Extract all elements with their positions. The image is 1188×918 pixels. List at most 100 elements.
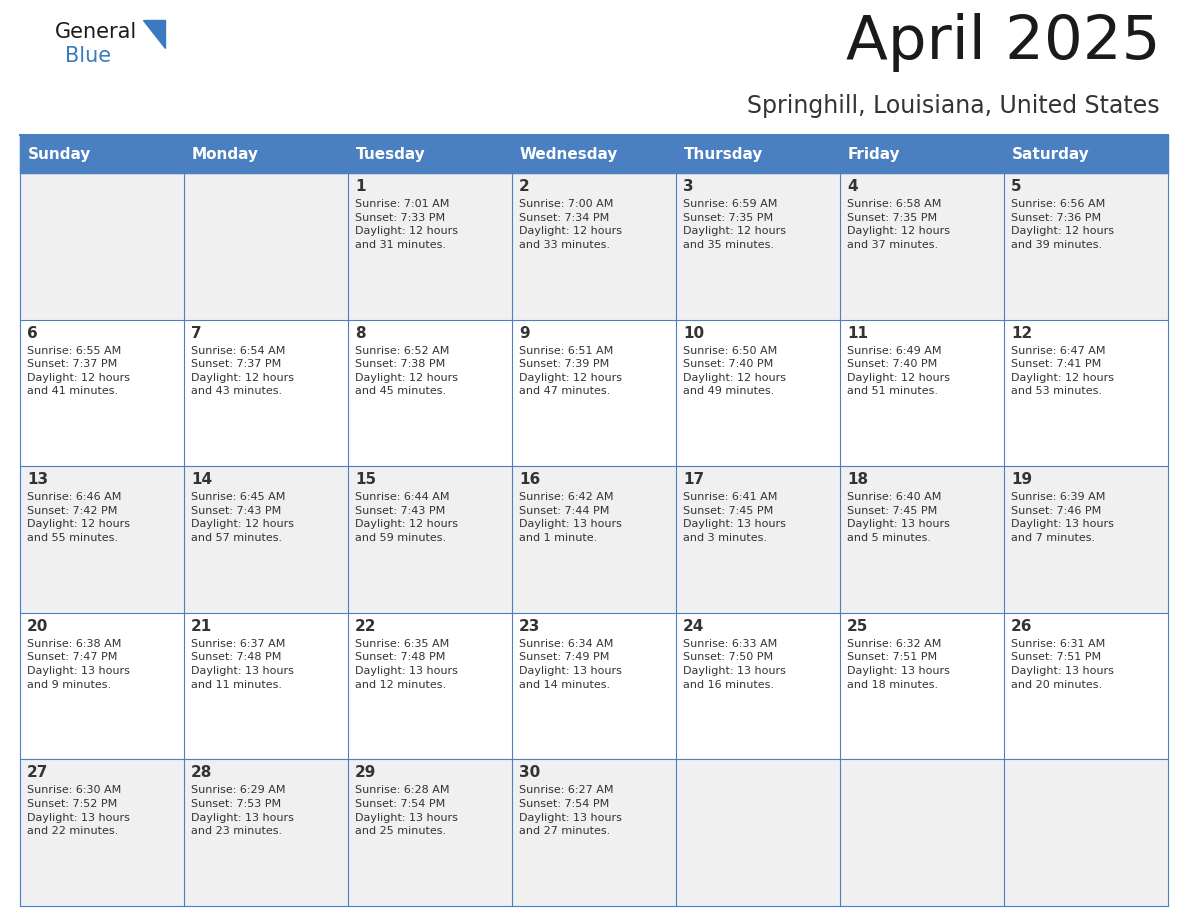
Bar <box>20 613 184 759</box>
Text: Sunrise: 6:56 AM
Sunset: 7:36 PM
Daylight: 12 hours
and 39 minutes.: Sunrise: 6:56 AM Sunset: 7:36 PM Dayligh… <box>1011 199 1114 250</box>
Text: April 2025: April 2025 <box>846 13 1159 72</box>
Text: Sunday: Sunday <box>29 147 91 162</box>
Text: Sunrise: 6:31 AM
Sunset: 7:51 PM
Daylight: 13 hours
and 20 minutes.: Sunrise: 6:31 AM Sunset: 7:51 PM Dayligh… <box>1011 639 1114 689</box>
Text: Sunrise: 6:30 AM
Sunset: 7:52 PM
Daylight: 13 hours
and 22 minutes.: Sunrise: 6:30 AM Sunset: 7:52 PM Dayligh… <box>27 786 129 836</box>
Text: Sunrise: 7:00 AM
Sunset: 7:34 PM
Daylight: 12 hours
and 33 minutes.: Sunrise: 7:00 AM Sunset: 7:34 PM Dayligh… <box>519 199 623 250</box>
Text: 21: 21 <box>191 619 213 633</box>
Polygon shape <box>143 20 165 48</box>
Bar <box>348 135 512 173</box>
Text: Sunrise: 6:35 AM
Sunset: 7:48 PM
Daylight: 13 hours
and 12 minutes.: Sunrise: 6:35 AM Sunset: 7:48 PM Dayligh… <box>355 639 457 689</box>
Text: 23: 23 <box>519 619 541 633</box>
Text: Tuesday: Tuesday <box>356 147 425 162</box>
Bar <box>348 759 512 906</box>
Text: 16: 16 <box>519 472 541 487</box>
Text: 17: 17 <box>683 472 704 487</box>
Text: 11: 11 <box>847 326 868 341</box>
Text: 26: 26 <box>1011 619 1032 633</box>
Bar <box>840 759 1004 906</box>
Text: 18: 18 <box>847 472 868 487</box>
Text: Sunrise: 6:54 AM
Sunset: 7:37 PM
Daylight: 12 hours
and 43 minutes.: Sunrise: 6:54 AM Sunset: 7:37 PM Dayligh… <box>191 345 293 397</box>
Bar <box>676 613 840 759</box>
Bar <box>1004 466 1168 613</box>
Bar <box>348 613 512 759</box>
Bar <box>512 173 676 319</box>
Text: 2: 2 <box>519 179 530 194</box>
Text: 14: 14 <box>191 472 213 487</box>
Text: 28: 28 <box>191 766 213 780</box>
Text: Sunrise: 7:01 AM
Sunset: 7:33 PM
Daylight: 12 hours
and 31 minutes.: Sunrise: 7:01 AM Sunset: 7:33 PM Dayligh… <box>355 199 459 250</box>
Bar <box>512 135 676 173</box>
Bar <box>184 759 348 906</box>
Text: 5: 5 <box>1011 179 1022 194</box>
Text: 20: 20 <box>27 619 49 633</box>
Text: Saturday: Saturday <box>1012 147 1089 162</box>
Bar <box>20 319 184 466</box>
Text: Sunrise: 6:28 AM
Sunset: 7:54 PM
Daylight: 13 hours
and 25 minutes.: Sunrise: 6:28 AM Sunset: 7:54 PM Dayligh… <box>355 786 457 836</box>
Bar <box>512 613 676 759</box>
Text: Wednesday: Wednesday <box>520 147 619 162</box>
Text: Springhill, Louisiana, United States: Springhill, Louisiana, United States <box>747 94 1159 118</box>
Bar <box>840 135 1004 173</box>
Bar <box>676 135 840 173</box>
Text: 29: 29 <box>355 766 377 780</box>
Bar <box>840 173 1004 319</box>
Bar <box>512 759 676 906</box>
Text: Sunrise: 6:46 AM
Sunset: 7:42 PM
Daylight: 12 hours
and 55 minutes.: Sunrise: 6:46 AM Sunset: 7:42 PM Dayligh… <box>27 492 129 543</box>
Text: 3: 3 <box>683 179 694 194</box>
Text: Sunrise: 6:47 AM
Sunset: 7:41 PM
Daylight: 12 hours
and 53 minutes.: Sunrise: 6:47 AM Sunset: 7:41 PM Dayligh… <box>1011 345 1114 397</box>
Text: Sunrise: 6:44 AM
Sunset: 7:43 PM
Daylight: 12 hours
and 59 minutes.: Sunrise: 6:44 AM Sunset: 7:43 PM Dayligh… <box>355 492 459 543</box>
Bar <box>20 135 184 173</box>
Text: 30: 30 <box>519 766 541 780</box>
Text: Sunrise: 6:45 AM
Sunset: 7:43 PM
Daylight: 12 hours
and 57 minutes.: Sunrise: 6:45 AM Sunset: 7:43 PM Dayligh… <box>191 492 293 543</box>
Text: Thursday: Thursday <box>684 147 764 162</box>
Bar <box>348 466 512 613</box>
Text: Sunrise: 6:37 AM
Sunset: 7:48 PM
Daylight: 13 hours
and 11 minutes.: Sunrise: 6:37 AM Sunset: 7:48 PM Dayligh… <box>191 639 293 689</box>
Text: 19: 19 <box>1011 472 1032 487</box>
Bar <box>840 613 1004 759</box>
Text: Sunrise: 6:41 AM
Sunset: 7:45 PM
Daylight: 13 hours
and 3 minutes.: Sunrise: 6:41 AM Sunset: 7:45 PM Dayligh… <box>683 492 786 543</box>
Text: 7: 7 <box>191 326 202 341</box>
Text: 10: 10 <box>683 326 704 341</box>
Bar <box>512 319 676 466</box>
Text: 27: 27 <box>27 766 49 780</box>
Text: 8: 8 <box>355 326 366 341</box>
Text: 13: 13 <box>27 472 49 487</box>
Bar <box>20 173 184 319</box>
Bar <box>1004 613 1168 759</box>
Bar <box>184 173 348 319</box>
Text: Sunrise: 6:58 AM
Sunset: 7:35 PM
Daylight: 12 hours
and 37 minutes.: Sunrise: 6:58 AM Sunset: 7:35 PM Dayligh… <box>847 199 950 250</box>
Text: Sunrise: 6:40 AM
Sunset: 7:45 PM
Daylight: 13 hours
and 5 minutes.: Sunrise: 6:40 AM Sunset: 7:45 PM Dayligh… <box>847 492 950 543</box>
Text: Sunrise: 6:42 AM
Sunset: 7:44 PM
Daylight: 13 hours
and 1 minute.: Sunrise: 6:42 AM Sunset: 7:44 PM Dayligh… <box>519 492 621 543</box>
Text: 12: 12 <box>1011 326 1032 341</box>
Text: Sunrise: 6:33 AM
Sunset: 7:50 PM
Daylight: 13 hours
and 16 minutes.: Sunrise: 6:33 AM Sunset: 7:50 PM Dayligh… <box>683 639 786 689</box>
Text: Sunrise: 6:49 AM
Sunset: 7:40 PM
Daylight: 12 hours
and 51 minutes.: Sunrise: 6:49 AM Sunset: 7:40 PM Dayligh… <box>847 345 950 397</box>
Text: 1: 1 <box>355 179 366 194</box>
Bar <box>676 466 840 613</box>
Text: General: General <box>55 22 138 42</box>
Text: Sunrise: 6:59 AM
Sunset: 7:35 PM
Daylight: 12 hours
and 35 minutes.: Sunrise: 6:59 AM Sunset: 7:35 PM Dayligh… <box>683 199 786 250</box>
Bar <box>676 759 840 906</box>
Bar <box>20 759 184 906</box>
Text: Sunrise: 6:51 AM
Sunset: 7:39 PM
Daylight: 12 hours
and 47 minutes.: Sunrise: 6:51 AM Sunset: 7:39 PM Dayligh… <box>519 345 623 397</box>
Bar <box>348 173 512 319</box>
Text: Blue: Blue <box>65 46 112 66</box>
Bar <box>1004 173 1168 319</box>
Bar <box>20 466 184 613</box>
Text: 22: 22 <box>355 619 377 633</box>
Bar <box>840 319 1004 466</box>
Text: 25: 25 <box>847 619 868 633</box>
Text: Monday: Monday <box>192 147 259 162</box>
Bar <box>184 135 348 173</box>
Bar <box>1004 319 1168 466</box>
Bar <box>1004 759 1168 906</box>
Bar <box>512 466 676 613</box>
Bar <box>184 613 348 759</box>
Text: Friday: Friday <box>848 147 901 162</box>
Bar <box>676 319 840 466</box>
Bar <box>1004 135 1168 173</box>
Text: 4: 4 <box>847 179 858 194</box>
Text: 24: 24 <box>683 619 704 633</box>
Bar <box>348 319 512 466</box>
Text: Sunrise: 6:55 AM
Sunset: 7:37 PM
Daylight: 12 hours
and 41 minutes.: Sunrise: 6:55 AM Sunset: 7:37 PM Dayligh… <box>27 345 129 397</box>
Text: Sunrise: 6:32 AM
Sunset: 7:51 PM
Daylight: 13 hours
and 18 minutes.: Sunrise: 6:32 AM Sunset: 7:51 PM Dayligh… <box>847 639 950 689</box>
